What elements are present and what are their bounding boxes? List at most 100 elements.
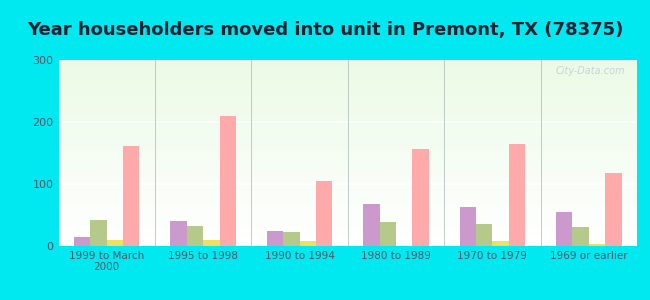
Bar — [58, 176, 637, 177]
Bar — [58, 62, 637, 63]
Bar — [58, 130, 637, 131]
Bar — [58, 198, 637, 199]
Bar — [58, 87, 637, 88]
Bar — [58, 135, 637, 136]
Bar — [58, 100, 637, 101]
Bar — [58, 124, 637, 125]
Bar — [58, 180, 637, 181]
Bar — [58, 208, 637, 209]
Bar — [58, 112, 637, 113]
Bar — [58, 210, 637, 211]
Bar — [58, 106, 637, 107]
Bar — [58, 86, 637, 87]
Bar — [58, 158, 637, 159]
Bar — [90, 220, 107, 246]
Bar — [58, 102, 637, 103]
Bar — [58, 209, 637, 210]
Bar — [58, 216, 637, 217]
Bar — [58, 221, 637, 222]
Bar — [58, 97, 637, 98]
Bar — [58, 133, 637, 134]
Bar — [58, 117, 637, 118]
Bar — [58, 137, 637, 138]
Bar — [58, 219, 637, 220]
Bar — [58, 80, 637, 81]
Bar — [220, 116, 236, 246]
Bar — [58, 84, 637, 85]
Bar — [58, 227, 637, 228]
Bar — [556, 212, 573, 246]
Bar — [58, 147, 637, 148]
Bar — [300, 241, 316, 246]
Bar — [58, 90, 637, 91]
Bar — [58, 237, 637, 238]
Bar — [58, 183, 637, 184]
Bar — [58, 222, 637, 223]
Bar — [58, 145, 637, 146]
Bar — [283, 232, 300, 246]
Bar — [58, 212, 637, 214]
Bar — [58, 217, 637, 218]
Bar — [58, 139, 637, 140]
Bar — [58, 229, 637, 230]
Bar — [187, 226, 203, 246]
Bar — [58, 156, 637, 157]
Bar — [58, 192, 637, 193]
Bar — [58, 245, 637, 246]
Bar — [58, 71, 637, 72]
Bar — [58, 101, 637, 102]
Bar — [58, 228, 637, 229]
Bar — [58, 188, 637, 189]
Bar — [58, 64, 637, 66]
Bar — [58, 138, 637, 139]
Bar — [58, 72, 637, 73]
Bar — [58, 134, 637, 135]
Bar — [58, 127, 637, 128]
Bar — [58, 118, 637, 119]
Bar — [58, 125, 637, 126]
Bar — [58, 88, 637, 89]
Bar — [58, 75, 637, 76]
Bar — [58, 91, 637, 92]
Bar — [58, 166, 637, 167]
Bar — [58, 181, 637, 182]
Bar — [58, 234, 637, 235]
Bar — [58, 76, 637, 77]
Bar — [58, 185, 637, 187]
Bar — [58, 81, 637, 82]
Bar — [58, 153, 637, 154]
Bar — [363, 204, 380, 246]
Text: Year householders moved into unit in Premont, TX (78375): Year householders moved into unit in Pre… — [27, 21, 623, 39]
Bar — [58, 95, 637, 96]
Bar — [58, 150, 637, 151]
Bar — [58, 172, 637, 173]
Bar — [58, 141, 637, 142]
Bar — [493, 241, 509, 246]
Bar — [58, 199, 637, 200]
Bar — [58, 206, 637, 207]
Bar — [58, 98, 637, 99]
Bar — [58, 92, 637, 94]
Bar — [58, 63, 637, 64]
Bar — [58, 162, 637, 163]
Bar — [58, 108, 637, 109]
Bar — [58, 73, 637, 74]
Bar — [58, 118, 637, 119]
Bar — [58, 201, 637, 202]
Bar — [58, 96, 637, 97]
Bar — [58, 136, 637, 137]
Bar — [58, 103, 637, 104]
Bar — [58, 159, 637, 160]
Bar — [58, 238, 637, 239]
Bar — [573, 227, 589, 246]
Bar — [74, 237, 90, 246]
Bar — [58, 238, 637, 239]
Bar — [58, 144, 637, 145]
Bar — [58, 184, 637, 185]
Bar — [58, 129, 637, 130]
Bar — [58, 178, 637, 179]
Bar — [58, 163, 637, 164]
Bar — [58, 77, 637, 78]
Bar — [58, 107, 637, 108]
Bar — [58, 173, 637, 174]
